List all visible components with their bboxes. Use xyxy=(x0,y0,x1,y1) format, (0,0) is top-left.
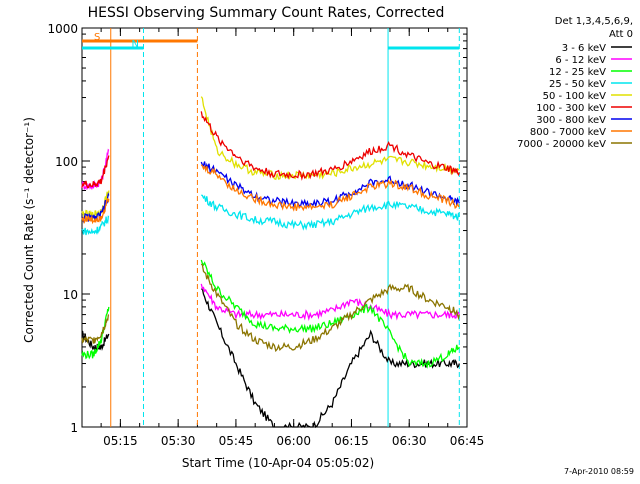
flag-bars: SN xyxy=(82,32,460,50)
series-line xyxy=(200,259,460,369)
x-tick-label: 06:30 xyxy=(392,434,427,448)
legend-label: 7000 - 20000 keV xyxy=(517,139,606,150)
series-lines xyxy=(81,96,460,429)
series-line xyxy=(81,192,110,224)
legend-label: 6 - 12 keV xyxy=(555,55,606,66)
legend-label: 800 - 7000 keV xyxy=(530,127,606,138)
y-tick-label: 100 xyxy=(55,155,78,169)
legend-label: 100 - 300 keV xyxy=(536,103,606,114)
x-tick-label: 05:30 xyxy=(161,434,196,448)
y-tick-label: 1000 xyxy=(47,22,78,36)
axis-ticks: 05:15 05:30 05:45 06:00 06:15 06:30 06:45 1 10 10… xyxy=(47,22,484,448)
legend-label: 25 - 50 keV xyxy=(549,79,606,90)
y-axis-label: Corrected Count Rate (s⁻¹ detector⁻¹) xyxy=(22,117,36,343)
x-axis-label: Start Time (10-Apr-04 05:05:02) xyxy=(182,456,374,470)
x-tick-label: 06:00 xyxy=(276,434,311,448)
series-line xyxy=(200,161,460,209)
series-line xyxy=(81,198,110,225)
series-line xyxy=(81,215,110,236)
series-line xyxy=(81,314,110,344)
series-line xyxy=(200,263,460,353)
legend-label: 300 - 800 keV xyxy=(536,115,606,126)
series-line xyxy=(200,164,460,212)
flag-label: N xyxy=(131,39,138,50)
x-tick-label: 05:15 xyxy=(103,434,138,448)
series-line xyxy=(201,194,460,231)
legend-label: 3 - 6 keV xyxy=(562,43,606,54)
chart-title: HESSI Observing Summary Count Rates, Cor… xyxy=(88,5,445,21)
series-line xyxy=(200,96,460,181)
legend-label: 12 - 25 keV xyxy=(549,67,606,78)
y-tick-label: 10 xyxy=(63,288,78,302)
legend-header: Att 0 xyxy=(609,29,633,40)
x-tick-label: 05:45 xyxy=(219,434,254,448)
legend-label: 50 - 100 keV xyxy=(543,91,607,102)
flag-label: S xyxy=(94,32,100,43)
series-line xyxy=(81,155,110,189)
legend-header: Det 1,3,4,5,6,9, xyxy=(555,16,633,27)
series-line xyxy=(200,111,460,181)
plot-timestamp: 7-Apr-2010 08:59 xyxy=(564,467,634,476)
x-tick-label: 06:45 xyxy=(450,434,485,448)
y-tick-label: 1 xyxy=(70,421,78,435)
series-line xyxy=(81,306,110,360)
series-line xyxy=(200,283,460,322)
x-tick-label: 06:15 xyxy=(334,434,369,448)
plot-frame xyxy=(81,27,468,428)
